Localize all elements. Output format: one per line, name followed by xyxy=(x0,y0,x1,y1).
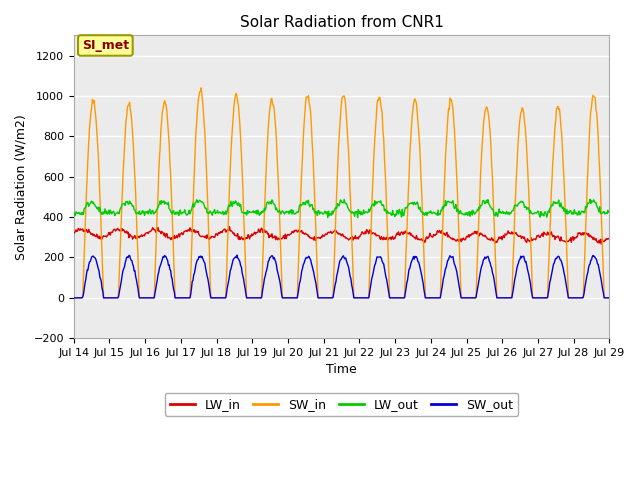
LW_out xyxy=(70,210,77,216)
SW_in xyxy=(79,273,87,278)
Line: LW_out: LW_out xyxy=(74,199,609,218)
SW_out xyxy=(423,295,431,300)
SW_out xyxy=(408,259,415,265)
SW_out xyxy=(218,295,225,300)
LW_out xyxy=(586,196,594,202)
SW_out xyxy=(70,295,77,300)
Line: SW_in: SW_in xyxy=(74,88,609,298)
LW_in xyxy=(597,241,605,247)
LW_in xyxy=(218,228,225,234)
Text: SI_met: SI_met xyxy=(82,39,129,52)
SW_in xyxy=(189,204,197,210)
LW_in xyxy=(605,235,613,241)
SW_in xyxy=(423,295,431,300)
X-axis label: Time: Time xyxy=(326,363,357,376)
LW_out xyxy=(218,211,225,216)
SW_in xyxy=(408,127,415,132)
LW_out xyxy=(189,201,197,206)
LW_out xyxy=(354,215,362,221)
Line: SW_out: SW_out xyxy=(74,255,609,298)
LW_in xyxy=(189,229,197,235)
LW_in xyxy=(79,228,87,234)
Line: LW_in: LW_in xyxy=(74,227,609,244)
SW_in xyxy=(197,85,205,91)
Legend: LW_in, SW_in, LW_out, SW_out: LW_in, SW_in, LW_out, SW_out xyxy=(165,393,518,416)
LW_out xyxy=(79,212,87,217)
Title: Solar Radiation from CNR1: Solar Radiation from CNR1 xyxy=(239,15,444,30)
SW_out xyxy=(135,290,143,296)
LW_out xyxy=(423,213,431,218)
LW_in xyxy=(135,234,143,240)
LW_in xyxy=(226,224,234,229)
SW_out xyxy=(605,295,613,300)
LW_out xyxy=(135,211,143,216)
LW_out xyxy=(605,209,613,215)
SW_in xyxy=(135,274,143,279)
Y-axis label: Solar Radiation (W/m2): Solar Radiation (W/m2) xyxy=(15,114,28,260)
LW_out xyxy=(408,200,415,206)
SW_out xyxy=(79,291,87,297)
LW_in xyxy=(408,231,415,237)
LW_in xyxy=(70,230,77,236)
LW_in xyxy=(423,234,431,240)
SW_in xyxy=(70,295,77,300)
SW_in xyxy=(605,295,613,300)
SW_out xyxy=(233,252,241,258)
SW_in xyxy=(218,295,226,300)
SW_out xyxy=(189,277,197,283)
